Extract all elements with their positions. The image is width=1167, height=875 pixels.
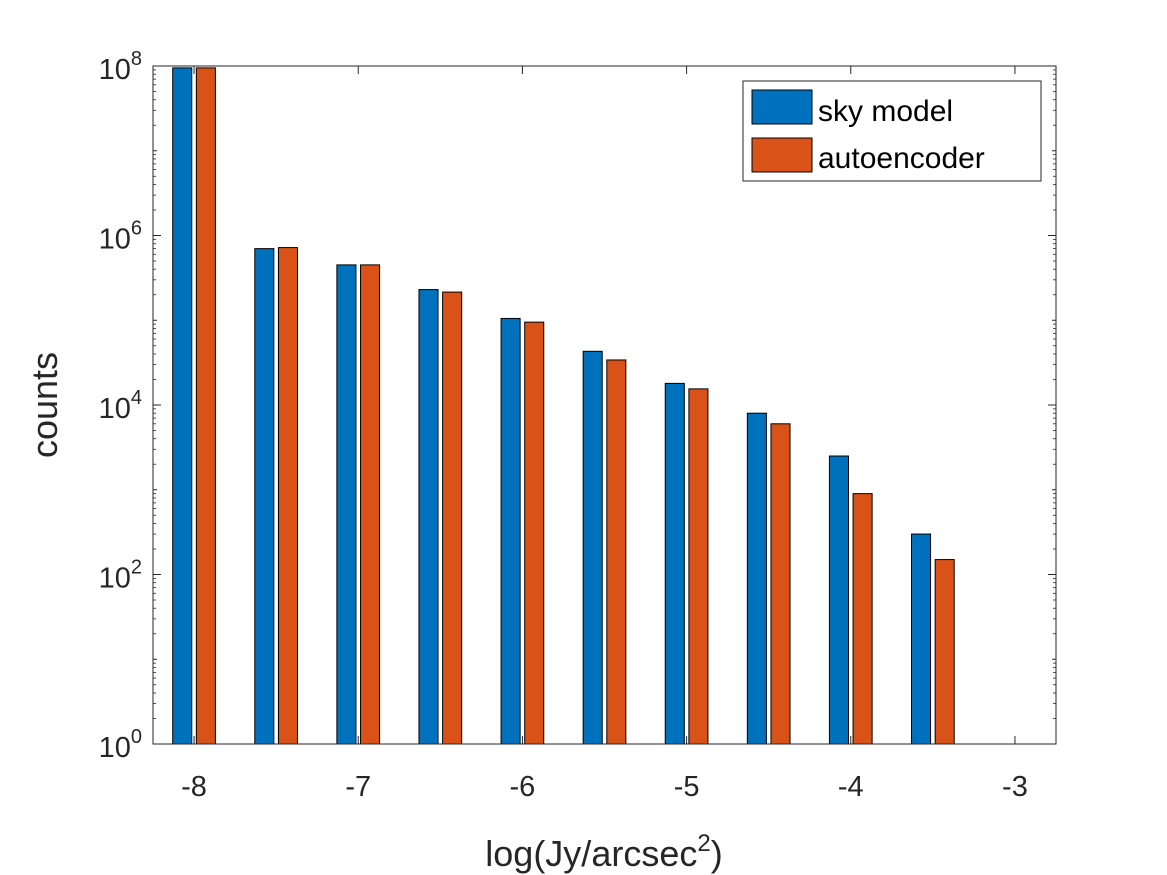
y-axis-label: counts	[24, 352, 65, 458]
x-axis-label-main: log(Jy/arcsec	[485, 833, 697, 874]
legend: sky model autoencoder	[742, 80, 1042, 182]
x-tick-label-3: -5	[674, 771, 700, 803]
x-tick-label-5: -3	[1002, 771, 1028, 803]
bar-autoencoder-6	[688, 388, 709, 745]
x-tick-label-2: -6	[510, 771, 536, 803]
ticks-layer	[153, 65, 1056, 745]
y-tick-label-base: 10	[99, 732, 131, 764]
bar-autoencoder-8	[852, 493, 873, 745]
bar-autoencoder-9	[934, 559, 955, 745]
y-tick-label-4: 108	[99, 48, 142, 86]
legend-swatch-sky-model	[751, 89, 813, 125]
x-tick-label-0: -8	[181, 771, 207, 803]
x-axis-label: log(Jy/arcsec2)	[485, 830, 722, 874]
y-tick-label-exponent: 4	[131, 387, 142, 409]
bar-sky-model-7	[746, 412, 767, 745]
x-axis-label-superscript: 2	[697, 830, 710, 857]
legend-label-autoencoder: autoencoder	[818, 142, 985, 175]
y-tick-label-exponent: 2	[131, 557, 142, 579]
bars-layer	[172, 67, 955, 745]
y-tick-label-exponent: 8	[131, 48, 142, 70]
y-tick-label-2: 104	[99, 387, 142, 425]
x-tick-label-4: -4	[838, 771, 864, 803]
bar-sky-model-8	[828, 455, 849, 745]
bar-autoencoder-5	[606, 359, 627, 745]
x-axis-label-suffix: )	[711, 833, 723, 874]
y-tick-label-base: 10	[99, 224, 131, 256]
bar-autoencoder-0	[195, 67, 216, 745]
bar-autoencoder-4	[524, 321, 545, 745]
bar-autoencoder-7	[770, 423, 791, 745]
bar-sky-model-5	[582, 350, 603, 745]
y-tick-label-exponent: 6	[131, 218, 142, 240]
bar-autoencoder-2	[360, 264, 381, 745]
y-tick-label-0: 100	[99, 726, 142, 764]
bar-sky-model-0	[172, 67, 193, 745]
y-tick-label-base: 10	[99, 393, 131, 425]
bar-sky-model-1	[254, 248, 275, 745]
bar-sky-model-3	[418, 289, 439, 745]
y-tick-label-1: 102	[99, 557, 142, 595]
y-tick-label-exponent: 0	[131, 726, 142, 748]
legend-swatch-autoencoder	[751, 137, 813, 173]
bar-autoencoder-3	[442, 291, 463, 745]
y-tick-label-3: 106	[99, 218, 142, 256]
legend-label-sky-model: sky model	[818, 95, 953, 128]
bar-sky-model-6	[664, 382, 685, 745]
bar-sky-model-4	[500, 317, 521, 745]
bar-sky-model-2	[336, 264, 357, 745]
y-tick-label-base: 10	[99, 54, 131, 86]
bar-autoencoder-1	[277, 247, 298, 745]
y-tick-label-base: 10	[99, 563, 131, 595]
x-tick-label-1: -7	[345, 771, 371, 803]
bar-sky-model-9	[911, 533, 932, 745]
